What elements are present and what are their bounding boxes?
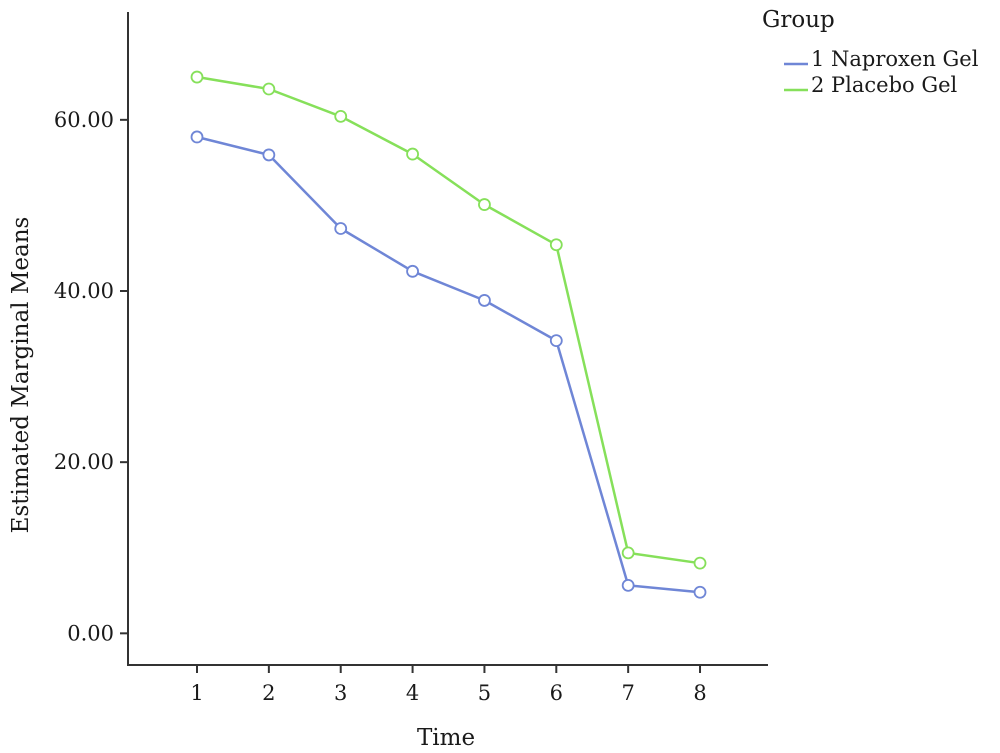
data-point <box>549 238 563 252</box>
data-point <box>190 130 204 144</box>
data-point <box>478 294 491 307</box>
y-tick-label: 0.00 <box>67 621 114 645</box>
data-point <box>549 334 563 348</box>
data-point <box>478 198 491 211</box>
data-point <box>334 222 348 235</box>
data-point <box>621 579 635 592</box>
data-point <box>262 82 276 96</box>
x-axis-ticks: 1 2 3 4 5 6 7 8 <box>190 665 707 705</box>
x-tick-label: 5 <box>478 681 491 705</box>
legend-title: Group <box>762 7 835 33</box>
y-tick-label: 60.00 <box>54 108 114 132</box>
legend-label: 2 Placebo Gel <box>811 73 958 97</box>
data-point <box>621 546 635 560</box>
legend-label: 1 Naproxen Gel <box>811 47 979 71</box>
x-tick-label: 4 <box>406 681 419 705</box>
y-axis-title: Estimated Marginal Means <box>8 217 34 534</box>
series-group <box>190 70 707 599</box>
data-point <box>406 147 419 161</box>
y-axis-ticks: 0.00 20.00 40.00 60.00 <box>54 108 128 645</box>
data-point <box>262 148 276 162</box>
series-line-2 <box>196 75 701 565</box>
series-line-1 <box>196 135 701 594</box>
data-point <box>190 70 204 84</box>
x-tick-label: 6 <box>550 681 563 705</box>
data-point <box>693 556 707 570</box>
x-tick-label: 8 <box>693 681 706 705</box>
data-point <box>406 264 419 278</box>
x-tick-label: 7 <box>621 681 634 705</box>
x-axis-title: Time <box>417 725 475 751</box>
x-tick-label: 2 <box>262 681 275 705</box>
data-point <box>693 585 707 599</box>
y-tick-label: 20.00 <box>54 450 114 474</box>
x-tick-label: 3 <box>334 681 347 705</box>
y-tick-label: 40.00 <box>54 279 114 303</box>
axes <box>127 12 768 666</box>
x-tick-label: 1 <box>190 681 203 705</box>
data-point <box>334 110 348 123</box>
